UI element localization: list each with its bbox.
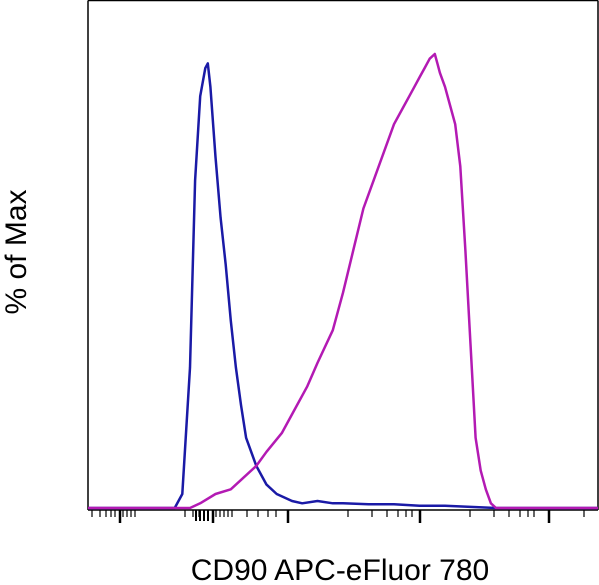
plot-frame (87, 0, 599, 511)
series-line-2 (88, 52, 598, 510)
series-line-1 (88, 62, 598, 510)
y-axis-label: % of Max (0, 189, 33, 314)
series-layer (88, 52, 598, 510)
x-axis-label: CD90 APC-eFluor 780 (191, 554, 489, 585)
x-axis-ticks (91, 510, 585, 523)
